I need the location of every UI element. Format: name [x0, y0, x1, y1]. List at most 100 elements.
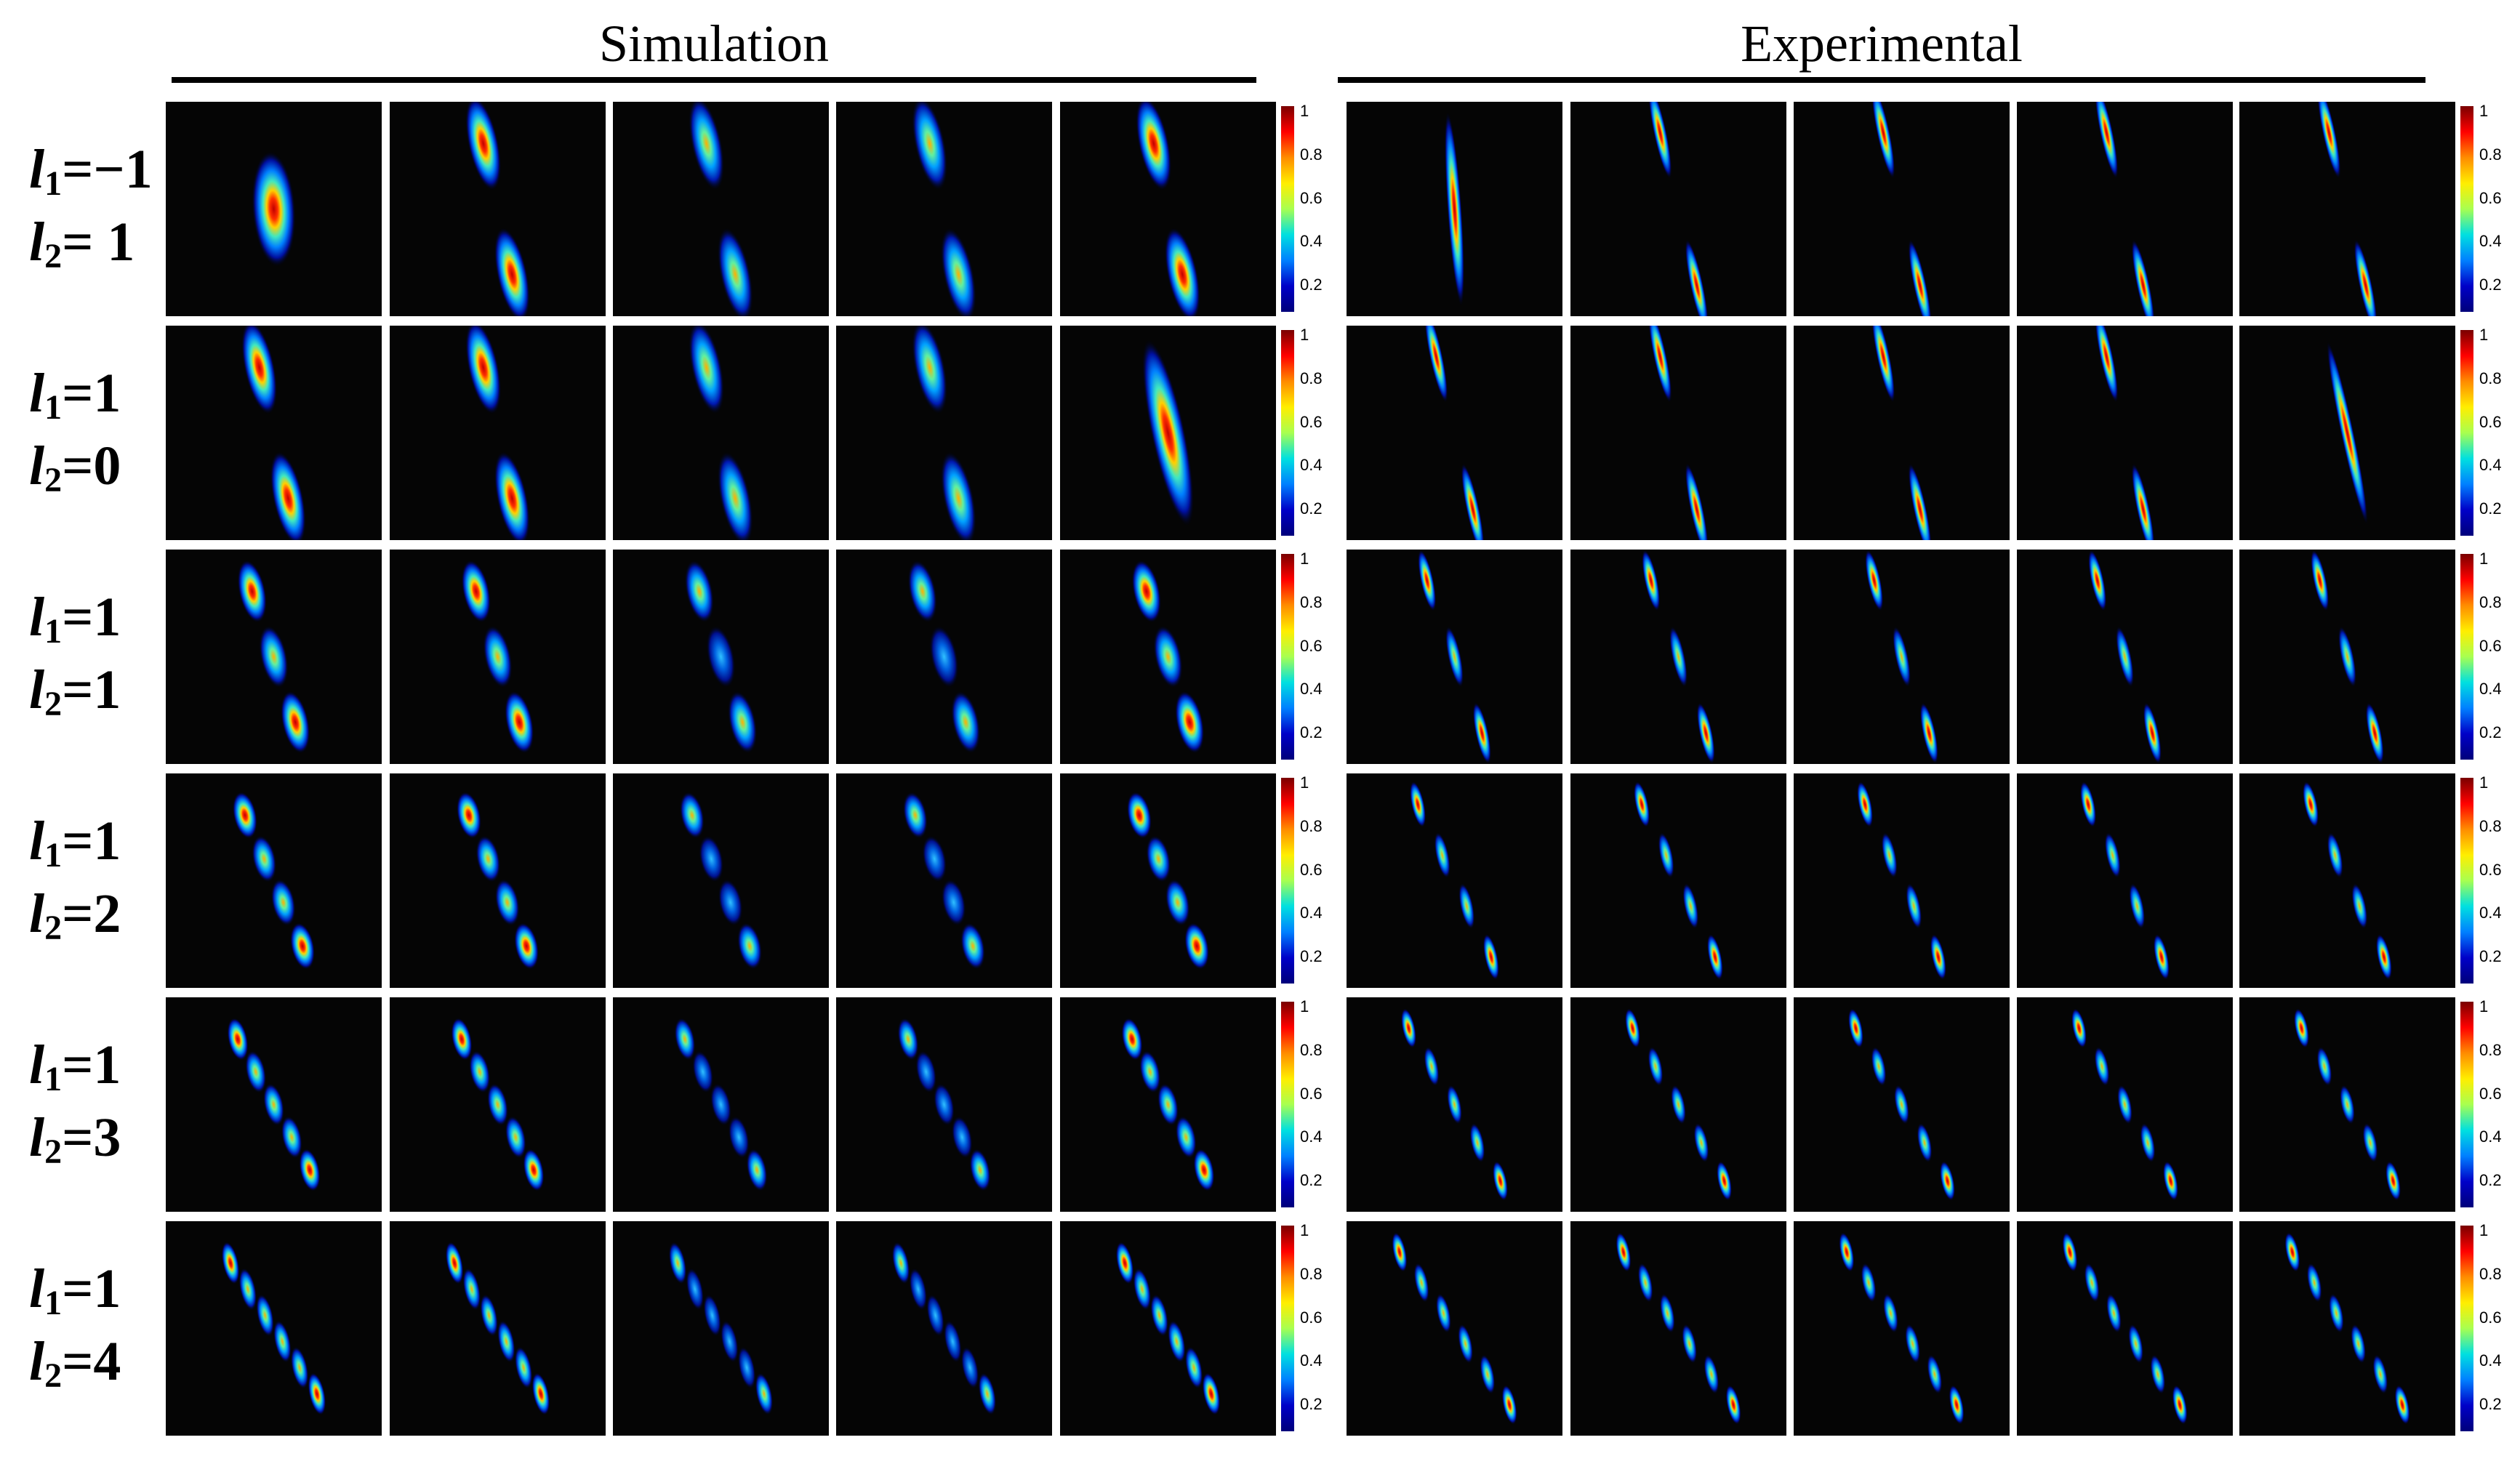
l1-symbol: l	[29, 363, 45, 424]
intensity-lobe	[718, 879, 743, 926]
intensity-lobe	[1669, 626, 1688, 688]
intensity-pattern	[451, 1018, 545, 1191]
intensity-lobe	[2303, 781, 2319, 828]
intensity-lobe	[531, 1372, 550, 1415]
l1-sub: 1	[44, 388, 63, 427]
intensity-lobe	[915, 1050, 937, 1093]
intensity-pattern	[1410, 781, 1499, 981]
colorbar	[1281, 778, 1294, 984]
intensity-lobe	[1458, 882, 1475, 930]
colorbar-tick: 1	[1300, 102, 1309, 120]
sim-panel	[1060, 1221, 1276, 1436]
intensity-lobe	[1492, 1161, 1509, 1201]
colorbar-tick: 1	[2479, 102, 2489, 120]
intensity-pattern	[688, 102, 754, 316]
intensity-lobe	[943, 1320, 962, 1363]
l1-value: =−1	[62, 139, 153, 200]
intensity-lobe	[227, 1018, 249, 1061]
intensity-lobe	[1444, 110, 1465, 307]
intensity-lobe	[2351, 882, 2368, 930]
sim-panel	[390, 326, 606, 540]
l2-value: =0	[62, 435, 121, 496]
intensity-lobe	[1139, 1050, 1161, 1093]
intensity-lobe	[940, 451, 977, 540]
exp-panel	[2239, 773, 2455, 988]
colorbar-tick: 1	[2479, 326, 2489, 344]
intensity-lobe	[475, 835, 501, 882]
l1-symbol: l	[29, 587, 45, 648]
intensity-lobe	[1892, 626, 1911, 688]
intensity-lobe	[1445, 626, 1464, 688]
colorbar	[2460, 554, 2473, 760]
intensity-lobe	[960, 922, 986, 970]
l1-sub: 1	[44, 836, 63, 874]
intensity-pattern	[1392, 1232, 1517, 1425]
intensity-lobe	[2316, 1046, 2332, 1087]
intensity-lobe	[232, 792, 257, 839]
intensity-lobe	[2327, 340, 2368, 526]
colorbar-tick: 0.6	[2479, 636, 2502, 655]
intensity-lobe	[1175, 1116, 1197, 1159]
intensity-pattern	[1871, 326, 1932, 540]
colorbar	[2460, 1002, 2473, 1207]
intensity-lobe	[1871, 102, 1895, 180]
l2-value: =4	[62, 1331, 121, 1392]
l2-symbol: l	[29, 1331, 45, 1392]
intensity-lobe	[727, 691, 758, 754]
intensity-lobe	[1682, 1324, 1698, 1364]
intensity-pattern	[465, 102, 531, 316]
l1-sub: 1	[44, 1284, 63, 1322]
intensity-lobe	[1693, 1122, 1709, 1163]
colorbar-tick: 1	[1300, 773, 1309, 792]
colorbar-tick: 0.4	[2479, 904, 2502, 922]
intensity-lobe	[1193, 1149, 1215, 1191]
intensity-lobe	[2372, 1354, 2388, 1394]
intensity-lobe	[926, 1294, 945, 1337]
intensity-lobe	[2351, 1324, 2367, 1364]
intensity-lobe	[1882, 1293, 1898, 1333]
intensity-lobe	[897, 1018, 919, 1061]
l1-value: =1	[62, 363, 121, 424]
colorbar	[1281, 554, 1294, 760]
intensity-lobe	[256, 1294, 275, 1337]
intensity-lobe	[2327, 832, 2343, 879]
intensity-pattern	[237, 560, 310, 754]
l1-sub: 1	[44, 1060, 63, 1098]
colorbar-tick: 0.4	[2479, 456, 2502, 475]
intensity-lobe	[514, 1346, 533, 1389]
exp-panel	[1347, 773, 1562, 988]
colorbar-tick: 0.2	[1300, 275, 1323, 294]
intensity-lobe	[703, 1294, 722, 1337]
intensity-pattern	[684, 560, 758, 754]
intensity-lobe	[1461, 462, 1485, 540]
l2-symbol: l	[29, 1107, 45, 1168]
sim-panel	[836, 102, 1052, 316]
colorbar-tick: 1	[2479, 997, 2489, 1015]
intensity-lobe	[2284, 1232, 2300, 1272]
intensity-lobe	[911, 326, 948, 415]
colorbar	[1281, 106, 1294, 312]
intensity-lobe	[505, 1116, 526, 1159]
sim-panel	[1060, 326, 1276, 540]
colorbar-tick: 0.2	[2479, 499, 2502, 518]
intensity-lobe	[1906, 882, 1922, 930]
colorbar-tick: 0.2	[1300, 499, 1323, 518]
intensity-lobe	[1164, 227, 1201, 316]
colorbar-tick: 0.4	[2479, 1127, 2502, 1146]
intensity-lobe	[2104, 832, 2121, 879]
intensity-pattern	[1624, 1008, 1733, 1201]
intensity-pattern	[2303, 781, 2392, 981]
sim-panel	[390, 1221, 606, 1436]
intensity-pattern	[2311, 550, 2384, 764]
sim-panel	[836, 1221, 1052, 1436]
intensity-lobe	[706, 625, 736, 688]
exp-panel	[2239, 997, 2455, 1212]
colorbar-tick: 0.4	[1300, 680, 1323, 699]
intensity-lobe	[252, 835, 277, 882]
sim-panel	[613, 102, 829, 316]
colorbar	[2460, 330, 2473, 536]
intensity-lobe	[1670, 1085, 1687, 1125]
intensity-lobe	[1871, 1046, 1887, 1087]
intensity-lobe	[1857, 781, 1874, 828]
intensity-pattern	[232, 792, 316, 970]
